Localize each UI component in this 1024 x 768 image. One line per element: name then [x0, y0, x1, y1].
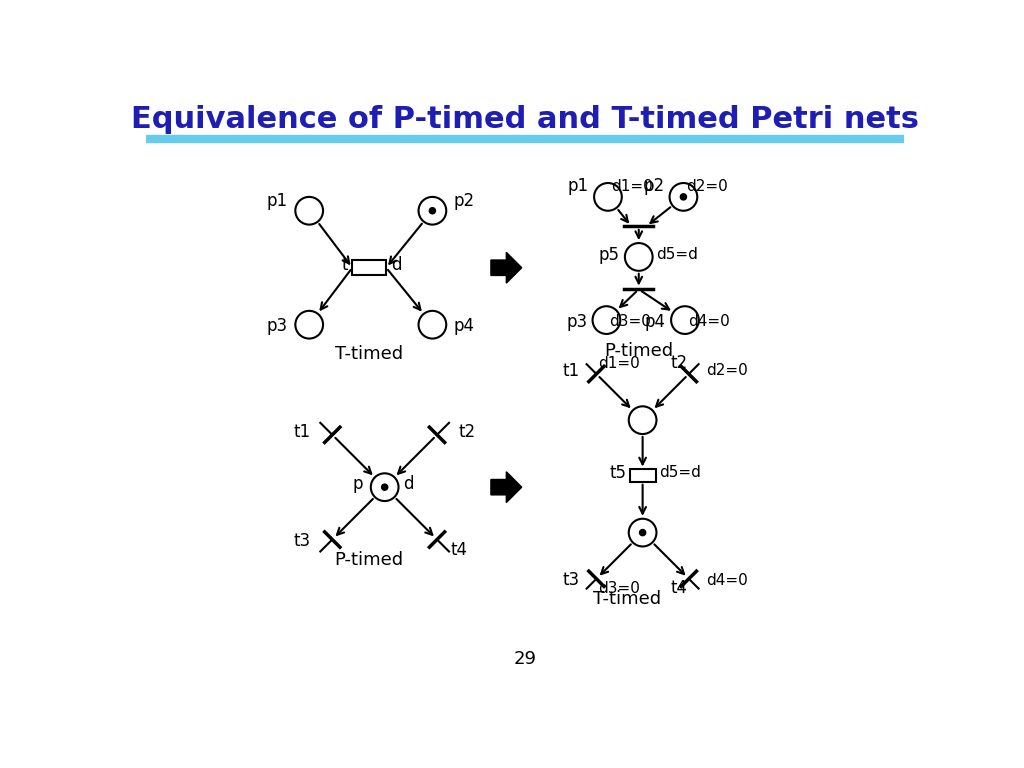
- Text: p: p: [352, 475, 364, 493]
- Text: t4: t4: [451, 541, 467, 559]
- Text: p3: p3: [266, 317, 288, 336]
- Text: t2: t2: [459, 422, 476, 441]
- Text: d5=d: d5=d: [655, 247, 697, 262]
- Circle shape: [382, 484, 388, 490]
- Text: d2=0: d2=0: [686, 179, 728, 194]
- Text: d: d: [391, 256, 401, 273]
- Polygon shape: [490, 472, 521, 502]
- Text: t3: t3: [294, 532, 310, 550]
- Text: t2: t2: [670, 354, 687, 372]
- Text: p3: p3: [566, 313, 587, 330]
- Text: d2=0: d2=0: [706, 363, 748, 379]
- Text: d3=0: d3=0: [598, 581, 640, 595]
- Polygon shape: [490, 253, 521, 283]
- Text: Equivalence of P-timed and T-timed Petri nets: Equivalence of P-timed and T-timed Petri…: [131, 104, 919, 134]
- Text: p4: p4: [645, 313, 666, 330]
- Text: t1: t1: [562, 362, 580, 380]
- Text: d1=0: d1=0: [598, 356, 640, 371]
- Text: t5: t5: [609, 464, 627, 482]
- Text: p2: p2: [454, 193, 475, 210]
- Text: P-timed: P-timed: [335, 551, 403, 569]
- Text: t1: t1: [294, 422, 310, 441]
- Text: d1=0: d1=0: [611, 179, 652, 194]
- Circle shape: [429, 207, 435, 214]
- Text: t3: t3: [562, 571, 580, 589]
- Text: t: t: [341, 256, 348, 273]
- Text: p2: p2: [643, 177, 665, 195]
- Text: p5: p5: [598, 246, 620, 263]
- Text: T-timed: T-timed: [593, 590, 662, 607]
- Text: p1: p1: [266, 193, 288, 210]
- Text: t4: t4: [671, 579, 687, 597]
- Text: P-timed: P-timed: [604, 342, 674, 360]
- Text: T-timed: T-timed: [335, 345, 403, 363]
- Circle shape: [680, 194, 686, 200]
- Text: d5=d: d5=d: [658, 465, 700, 480]
- Circle shape: [640, 529, 646, 536]
- Text: p1: p1: [567, 177, 589, 195]
- Text: d: d: [403, 475, 414, 493]
- Text: p4: p4: [454, 317, 475, 336]
- Bar: [352, 260, 386, 276]
- Bar: [630, 469, 655, 482]
- Text: d3=0: d3=0: [609, 314, 651, 329]
- Text: d4=0: d4=0: [688, 314, 730, 329]
- Text: d4=0: d4=0: [706, 573, 748, 588]
- Text: 29: 29: [513, 650, 537, 668]
